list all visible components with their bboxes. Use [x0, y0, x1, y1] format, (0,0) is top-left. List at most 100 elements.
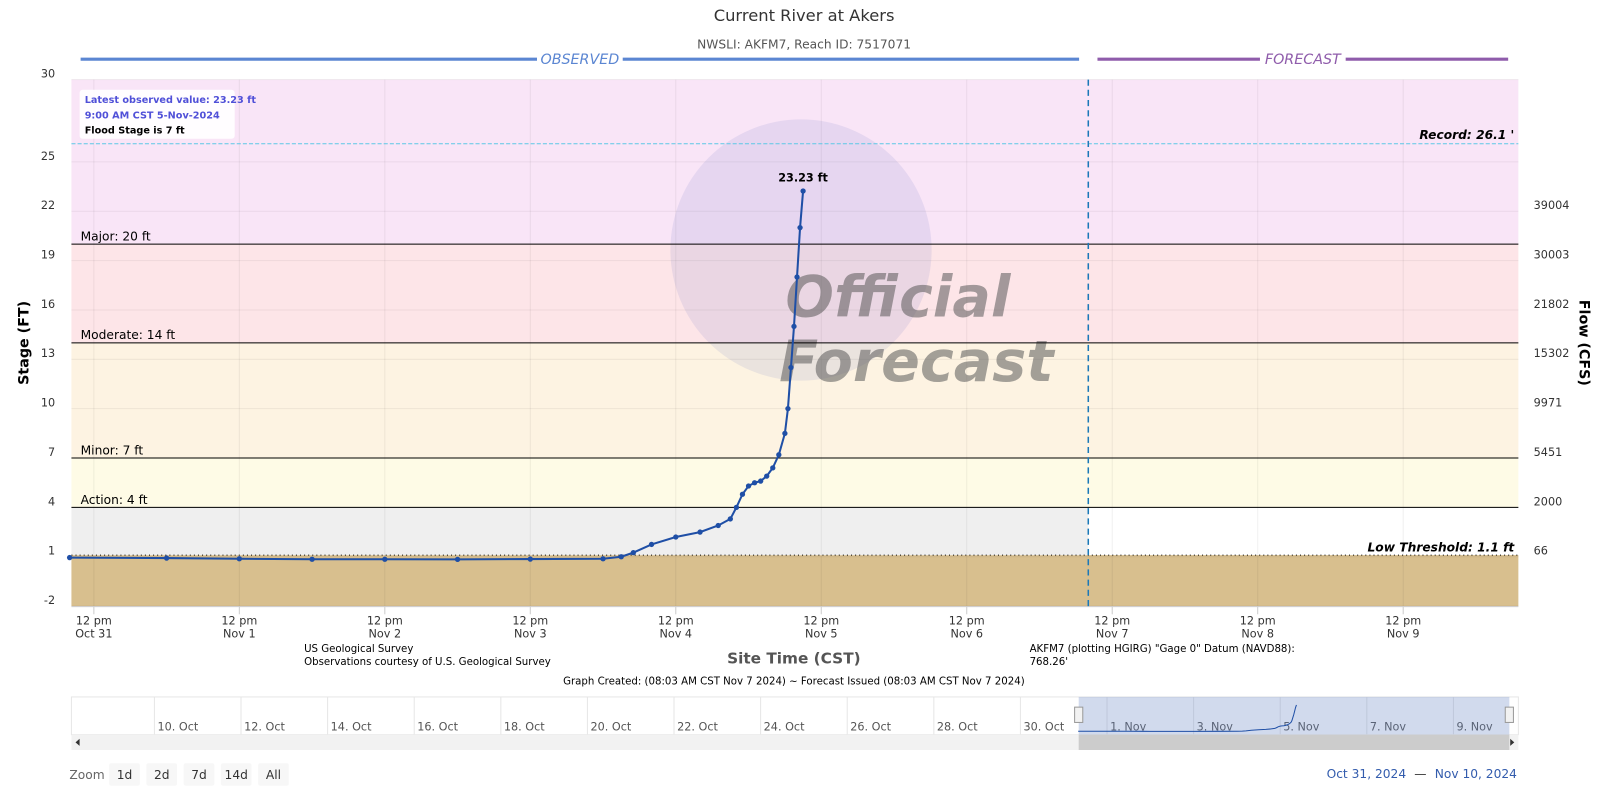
- scrollbar-arrow[interactable]: [1510, 738, 1515, 746]
- data-point: [727, 516, 733, 522]
- scrollbar-thumb[interactable]: [1078, 734, 1510, 750]
- navigator-tick-label: 28. Oct: [937, 721, 978, 734]
- zoom-button-label: 2d: [154, 768, 170, 782]
- zoom-button[interactable]: 1d: [109, 763, 140, 786]
- data-point: [788, 364, 794, 371]
- x-tick-label: 12 pm: [76, 614, 112, 627]
- y2-tick-label: 2000: [1534, 495, 1563, 508]
- x-tick-label: 12 pm: [221, 614, 257, 627]
- watermark: Official: [785, 265, 1012, 331]
- y2-tick-label: 21802: [1534, 298, 1570, 311]
- zoom-button-label: 1d: [117, 768, 133, 782]
- data-point: [800, 188, 806, 194]
- info-text: Flood Stage is 7 ft: [85, 126, 185, 137]
- navigator-handle[interactable]: [1074, 706, 1084, 723]
- band: [71, 79, 1519, 245]
- y-tick-label: 19: [41, 248, 55, 261]
- x-tick-label: Oct 31: [75, 628, 112, 641]
- data-point: [751, 480, 758, 486]
- x-tick-label: Nov 8: [1241, 628, 1274, 641]
- series-line: [69, 190, 805, 561]
- y-tick-label: 16: [41, 298, 55, 311]
- x-tick-label: 12 pm: [1240, 614, 1276, 627]
- data-point: [697, 529, 703, 535]
- scrollbar-arrow[interactable]: [75, 738, 80, 746]
- navigator-tick-label: 20. Oct: [590, 721, 631, 734]
- data-point: [733, 504, 740, 511]
- data-point: [600, 556, 606, 562]
- zoom-button[interactable]: 7d: [183, 763, 215, 786]
- zoom-button[interactable]: 2d: [146, 763, 178, 786]
- zoom-button[interactable]: All: [258, 763, 289, 786]
- range-from[interactable]: Oct 31, 2024: [1327, 767, 1407, 781]
- band: [71, 458, 1519, 508]
- data-point: [770, 465, 776, 471]
- navigator-tick-label: 10. Oct: [157, 721, 198, 734]
- watermark: Forecast: [779, 329, 1056, 395]
- band: [71, 342, 1519, 459]
- navigator-tick-label: 1. Nov: [1110, 721, 1147, 734]
- y2-tick-label: 15302: [1534, 347, 1570, 360]
- data-point: [236, 556, 242, 562]
- data-point: [757, 478, 764, 484]
- data-point: [776, 452, 782, 458]
- navigator-tick-label: 16. Oct: [417, 721, 458, 734]
- navigator-handle[interactable]: [1504, 706, 1514, 723]
- x-tick-label: Nov 7: [1096, 628, 1129, 641]
- zoom-button-bg: [220, 763, 252, 786]
- x-tick-label: Nov 4: [659, 628, 692, 641]
- data-point: [618, 554, 624, 560]
- credit: Observations courtesy of U.S. Geological…: [304, 657, 551, 668]
- navigator-tick-label: 22. Oct: [677, 721, 718, 734]
- threshold-label: Major: 20 ft: [81, 229, 151, 243]
- footer: Graph Created: (08:03 AM CST Nov 7 2024)…: [563, 677, 1025, 688]
- data-point: [715, 522, 721, 529]
- data-point: [794, 274, 800, 280]
- threshold-label: Minor: 7 ft: [81, 443, 144, 457]
- x-tick-label: 12 pm: [1094, 614, 1130, 627]
- y2-axis-title: Flow (CFS): [1576, 300, 1592, 386]
- x-tick-label: 12 pm: [367, 614, 403, 627]
- navigator-tick-label: 26. Oct: [850, 721, 891, 734]
- y2-tick-label: 39004: [1534, 199, 1570, 212]
- navigator-bg: [70, 696, 1519, 736]
- data-point: [791, 323, 797, 330]
- data-point: [454, 556, 461, 563]
- y-tick-label: 10: [41, 397, 55, 410]
- data-point: [745, 483, 752, 489]
- data-point: [764, 473, 770, 479]
- data-point: [66, 554, 73, 561]
- info-text: 9:00 AM CST 5-Nov-2024: [85, 110, 220, 121]
- y-tick-label: -2: [44, 594, 55, 607]
- x-tick-label: Nov 3: [514, 628, 547, 641]
- info-box: [79, 89, 235, 139]
- y-tick-label: 30: [41, 67, 55, 80]
- y2-tick-label: 9971: [1534, 397, 1563, 410]
- x-tick-label: 12 pm: [1385, 614, 1421, 627]
- data-label: 23.23 ft: [778, 172, 828, 185]
- zoom-button[interactable]: 14d: [220, 763, 252, 786]
- record-label: Record: 26.1 ': [1419, 128, 1514, 142]
- y-tick-label: 22: [41, 199, 55, 212]
- range-to[interactable]: Nov 10, 2024: [1435, 767, 1517, 781]
- y-axis-title: Stage (FT): [16, 301, 32, 385]
- info-text: Latest observed value: 23.23 ft: [85, 95, 257, 106]
- section-label: FORECAST: [1265, 52, 1342, 68]
- data-point: [782, 430, 788, 437]
- x-tick-label: 12 pm: [512, 614, 548, 627]
- navigator-tick-label: 9. Nov: [1456, 721, 1493, 734]
- band: [71, 555, 1519, 607]
- navigator-tick-label: 5. Nov: [1283, 721, 1320, 734]
- y-tick-label: 4: [48, 495, 55, 508]
- threshold-label: Low Threshold: 1.1 ft: [1368, 540, 1516, 554]
- navigator-tick-label: 24. Oct: [764, 721, 805, 734]
- navigator-tick-label: 7. Nov: [1370, 721, 1407, 734]
- x-axis-title: Site Time (CST): [727, 650, 861, 668]
- chart-subtitle: NWSLI: AKFM7, Reach ID: 7517071: [697, 37, 911, 51]
- data-point: [673, 534, 679, 540]
- x-tick-label: Nov 6: [950, 628, 983, 641]
- data-point: [739, 491, 746, 497]
- data-point: [163, 555, 170, 561]
- y-tick-label: 13: [41, 347, 55, 360]
